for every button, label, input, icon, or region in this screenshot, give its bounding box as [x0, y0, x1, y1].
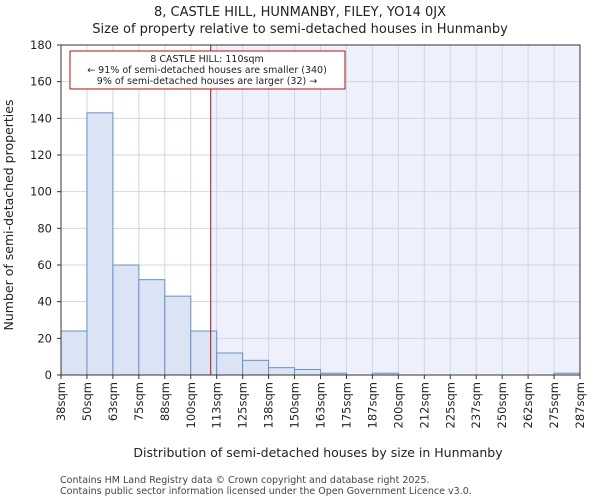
histogram-bar	[268, 367, 296, 376]
annotation-border	[69, 50, 346, 90]
histogram-bar	[190, 330, 218, 376]
x-axis-label: Distribution of semi-detached houses by …	[133, 445, 503, 460]
histogram-bar	[242, 359, 270, 376]
histogram-bar	[60, 330, 88, 376]
x-tick-label: 38sqm	[54, 382, 68, 421]
larger-region-highlight	[210, 45, 580, 375]
x-tick-label: 287sqm	[573, 382, 587, 428]
y-tick-label: 40	[37, 295, 52, 309]
x-tick-label: 75sqm	[132, 382, 146, 421]
y-tick-label: 120	[30, 148, 52, 162]
y-axis-label: Number of semi-detached properties	[1, 100, 16, 331]
chart-subtitle: Size of property relative to semi-detach…	[92, 22, 508, 37]
histogram-bar	[164, 295, 192, 376]
annotation-line-1: 8 CASTLE HILL: 110sqm	[150, 54, 263, 65]
annotation-line-3: 9% of semi-detached houses are larger (3…	[97, 76, 317, 87]
x-tick-label: 200sqm	[391, 382, 405, 428]
y-tick-label: 180	[30, 38, 52, 52]
x-tick-label: 138sqm	[262, 382, 276, 428]
annotation-box: 8 CASTLE HILL: 110sqm ← 91% of semi-deta…	[69, 50, 346, 90]
y-tick-label: 160	[30, 75, 52, 89]
y-tick-label: 80	[37, 221, 52, 235]
x-tick-label: 175sqm	[339, 382, 353, 428]
x-tick-label: 225sqm	[443, 382, 457, 428]
histogram-bar	[216, 352, 244, 376]
y-tick-label: 0	[45, 368, 52, 382]
y-tick-label: 100	[30, 185, 52, 199]
plot-area: 0 20 40 60 80 100 120 140 160 180 38sqm 50sqm 63sqm 7…	[30, 38, 587, 428]
annotation-line-2: ← 91% of semi-detached houses are smalle…	[87, 65, 327, 76]
histogram-bar	[86, 112, 114, 376]
y-tick-label: 140	[30, 111, 52, 125]
chart-title: 8, CASTLE HILL, HUNMANBY, FILEY, YO14 0J…	[154, 5, 446, 20]
y-tick-label: 60	[37, 258, 52, 272]
x-tick-label: 113sqm	[210, 382, 224, 428]
x-tick-label: 125sqm	[236, 382, 250, 428]
x-tick-label: 100sqm	[184, 382, 198, 428]
x-tick-label: 150sqm	[288, 382, 302, 428]
x-tick-label: 237sqm	[469, 382, 483, 428]
histogram-bar	[138, 279, 166, 376]
x-tick-label: 275sqm	[547, 382, 561, 428]
footer-line-2: Contains public sector information licen…	[60, 486, 472, 497]
x-tick-label: 187sqm	[365, 382, 379, 428]
x-tick-label: 250sqm	[495, 382, 509, 428]
footer-line-1: Contains HM Land Registry data © Crown c…	[60, 475, 430, 486]
x-tick-label: 262sqm	[521, 382, 535, 428]
x-tick-label: 163sqm	[314, 382, 328, 428]
x-tick-label: 50sqm	[80, 382, 94, 421]
x-tick-label: 212sqm	[417, 382, 431, 428]
x-tick-label: 88sqm	[158, 382, 172, 421]
histogram-bar	[112, 264, 140, 376]
x-tick-label: 63sqm	[106, 382, 120, 421]
y-tick-label: 20	[37, 331, 52, 345]
histogram-bar	[294, 369, 321, 376]
